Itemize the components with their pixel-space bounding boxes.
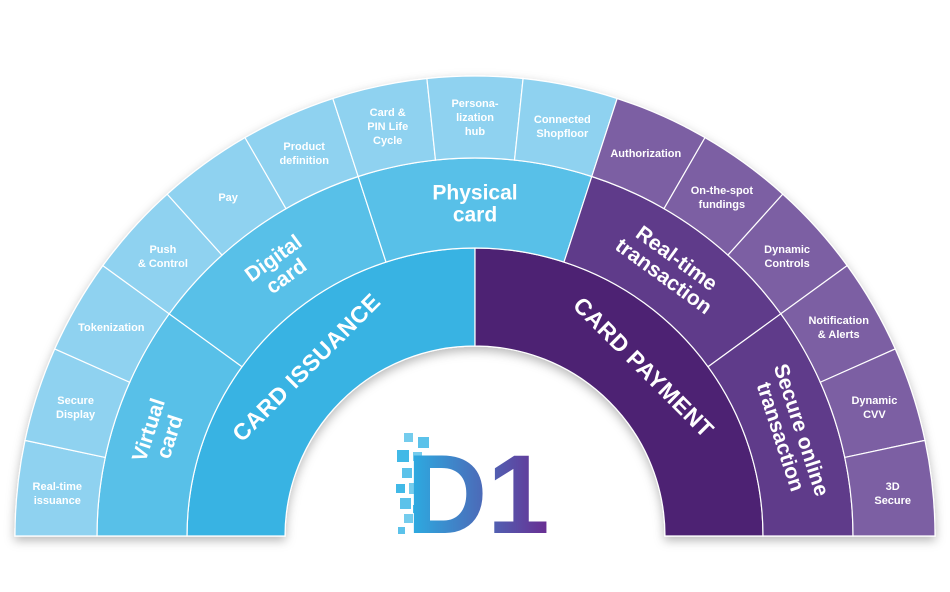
dynamic-controls-segment [727, 193, 848, 315]
d1-logo-text: D1 [406, 432, 549, 557]
personalization-hub-label-line: lization [456, 112, 494, 124]
notification-alerts-segment [779, 264, 897, 384]
tokenization-label: Tokenization [78, 322, 145, 334]
authorization-segment [591, 97, 706, 210]
secure-display-label-line: Secure [57, 395, 94, 407]
dynamic-cvv-label: Dynamic CVV [851, 395, 897, 421]
logo-pixel-square [402, 468, 412, 478]
on-the-spot-fundings-segment [663, 136, 784, 256]
card-pin-life-cycle-label-line: Card & [370, 107, 406, 119]
logo-pixel-square [400, 498, 411, 509]
pay-segment [166, 136, 287, 256]
real-time-issuance-label-line: Real-time [33, 481, 83, 493]
card-pin-life-cycle-label-line: Cycle [373, 135, 402, 147]
push-control-label-line: & Control [138, 258, 188, 270]
physical-card-label-line: Physical [432, 182, 517, 205]
personalization-hub-label-line: Persona- [451, 98, 498, 110]
3d-secure-label-line: Secure [874, 495, 911, 507]
logo-pixel-square [396, 484, 405, 493]
physical-card-label-line: card [453, 204, 497, 227]
pay-label: Pay [218, 192, 238, 204]
tokenization-label-line: Tokenization [78, 322, 145, 334]
d1-logo [396, 433, 429, 534]
dynamic-controls-label: Dynamic Controls [764, 244, 810, 270]
on-the-spot-fundings-label: On-the-spot fundings [691, 185, 754, 211]
product-definition-label-line: definition [279, 155, 329, 167]
card-pin-life-cycle-label: Card & PIN Life Cycle [367, 107, 408, 147]
push-control-label-line: Push [149, 244, 176, 256]
3d-secure-segment [844, 439, 936, 537]
connected-shopfloor-label-line: Connected [534, 114, 591, 126]
real-time-issuance-label: Real-time issuance [33, 481, 83, 507]
personalization-hub-segment [426, 75, 524, 161]
logo-pixel-square [404, 514, 413, 523]
connected-shopfloor-segment [513, 77, 618, 178]
pay-label-line: Pay [218, 192, 238, 204]
logo-pixel-square [397, 450, 409, 462]
logo-pixel-square [404, 433, 413, 442]
dynamic-controls-label-line: Dynamic [764, 244, 810, 256]
notification-alerts-label: Notification & Alerts [808, 315, 869, 341]
tokenization-segment [53, 264, 171, 384]
dynamic-cvv-label-line: Dynamic [851, 395, 897, 407]
push-control-segment [102, 193, 223, 315]
diagram-rings [14, 75, 936, 537]
3d-secure-label: 3D Secure [874, 481, 911, 507]
logo-pixel-square [398, 527, 405, 534]
secure-display-label: Secure Display [56, 395, 96, 421]
logo-pixel-square [413, 505, 421, 513]
logo-pixel-square [409, 483, 420, 494]
personalization-hub-label: Persona-lization hub [451, 98, 498, 138]
logo-pixel-square [413, 452, 422, 461]
3d-secure-label-line: 3D [886, 481, 900, 493]
on-the-spot-fundings-label-line: On-the-spot [691, 185, 754, 197]
authorization-label: Authorization [610, 148, 681, 160]
push-control-label: Push & Control [138, 244, 188, 270]
physical-card-label: Physical card [432, 182, 517, 227]
real-time-issuance-label-line: issuance [34, 495, 81, 507]
dynamic-controls-label-line: Controls [764, 258, 809, 270]
notification-alerts-label-line: & Alerts [818, 329, 860, 341]
real-time-issuance-segment [14, 439, 106, 537]
authorization-label-line: Authorization [610, 148, 681, 160]
card-pin-life-cycle-label-line: PIN Life [367, 121, 408, 133]
card-pin-life-cycle-segment [332, 77, 437, 178]
secure-display-segment [24, 348, 131, 459]
notification-alerts-label-line: Notification [808, 315, 869, 327]
product-definition-segment [244, 97, 359, 210]
connected-shopfloor-label: Connected Shopfloor [534, 114, 591, 140]
personalization-hub-label-line: hub [465, 126, 485, 138]
dynamic-cvv-segment [819, 348, 926, 459]
product-definition-label-line: Product [283, 141, 325, 153]
dynamic-cvv-label-line: CVV [863, 409, 886, 421]
product-definition-label: Product definition [279, 141, 329, 167]
connected-shopfloor-label-line: Shopfloor [536, 128, 589, 140]
logo-pixel-square [418, 437, 429, 448]
secure-display-label-line: Display [56, 409, 96, 421]
on-the-spot-fundings-label-line: fundings [699, 199, 745, 211]
